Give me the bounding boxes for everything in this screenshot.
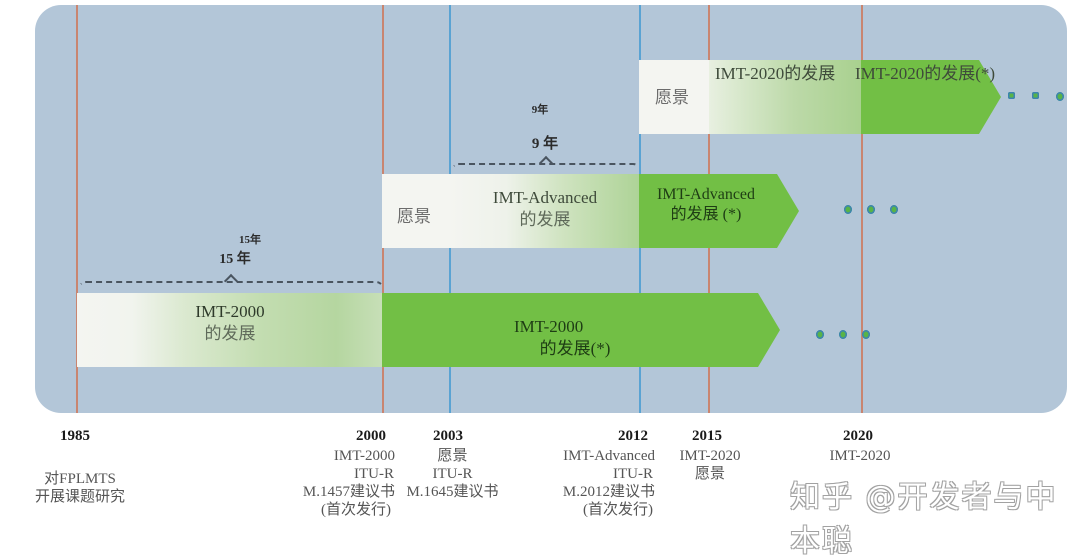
desc-2000-line2: ITU-R	[354, 466, 394, 482]
dot-icon	[890, 205, 898, 214]
imt-adv-dev-label: IMT-Advanced 的发展	[455, 187, 635, 231]
desc-2000: IMT-2000 ITU-R M.1457建议书 (首次发行)	[270, 447, 395, 519]
desc-2015-line1: IMT-2020	[679, 448, 741, 464]
nine-years-brace	[451, 155, 641, 175]
desc-2015: IMT-2020 愿景	[665, 447, 755, 483]
fifteen-years-brace	[78, 273, 384, 293]
imt2020-star-bar	[861, 60, 1001, 134]
imt2000-star-label: IMT-2000 的发展(*)	[500, 316, 650, 360]
imt2000-dev-bar	[77, 293, 382, 367]
imt-adv-dev-bar	[449, 174, 639, 248]
continuation-dots-2000	[816, 330, 870, 339]
imt2000-star-bar	[382, 293, 780, 367]
desc-2000-line1: IMT-2000	[333, 448, 395, 464]
dot-icon	[839, 330, 847, 339]
continuation-dots-2020	[1008, 92, 1064, 101]
imt2020-vision-label: 愿景	[655, 88, 689, 107]
desc-2003-line3: M.1645建议书	[406, 484, 499, 500]
year-1985: 1985	[60, 428, 90, 444]
imt-adv-star-label: IMT-Advanced 的发展 (*)	[641, 185, 771, 225]
fifteen-years-small: 15年	[239, 234, 261, 246]
imt2020-vision-bar	[639, 60, 709, 134]
imt2000-dev-label: IMT-2000 的发展	[145, 301, 315, 345]
desc-2012-line1: IMT-Advanced	[563, 448, 655, 464]
year-2003: 2003	[433, 428, 463, 444]
nine-years-small: 9年	[531, 104, 549, 116]
dot-icon	[816, 330, 824, 339]
timeline-panel: 愿景 IMT-2020的发展 IMT-2020的发展(*) 9年 9 年 愿景 …	[35, 5, 1067, 413]
desc-2000-line3: M.1457建议书	[302, 484, 395, 500]
dot-icon	[862, 330, 870, 339]
desc-2012-line2: ITU-R	[613, 466, 653, 482]
desc-2012: IMT-Advanced ITU-R M.2012建议书 (首次发行)	[520, 447, 655, 519]
year-2020: 2020	[843, 428, 873, 444]
imt-adv-vision-label: 愿景	[397, 207, 431, 226]
line-2020	[861, 5, 863, 413]
dot-icon	[867, 205, 875, 214]
desc-1985-line1: 对FPLMTS	[44, 471, 116, 487]
desc-2012-line4: (首次发行)	[583, 502, 653, 518]
year-2012: 2012	[618, 428, 648, 444]
imt-adv-star-bar	[639, 174, 799, 248]
desc-1985: 对FPLMTS 开展课题研究	[20, 470, 140, 506]
dot-icon	[844, 205, 852, 214]
imt-adv-vision-bar	[382, 174, 449, 248]
continuation-dots-adv	[844, 205, 898, 214]
imt2000-dev-line1: IMT-2000	[195, 302, 265, 321]
desc-2015-line2: 愿景	[694, 466, 725, 482]
dot-icon	[1032, 92, 1039, 99]
watermark: 知乎 @开发者与中本聪	[790, 480, 1058, 559]
imt-adv-star-line1: IMT-Advanced	[656, 186, 756, 203]
year-2015: 2015	[692, 428, 722, 444]
imt-adv-star-line2: 的发展 (*)	[670, 206, 742, 223]
imt2000-star-line1: IMT-2000	[514, 317, 584, 336]
desc-2012-line3: M.2012建议书	[562, 484, 655, 500]
dot-icon	[1008, 92, 1015, 99]
imt-adv-dev-line2: 的发展	[519, 210, 571, 229]
dot-icon	[1056, 92, 1064, 101]
imt2020-star-label: IMT-2020的发展(*)	[855, 64, 996, 83]
imt-adv-dev-line1: IMT-Advanced	[492, 188, 598, 207]
desc-2000-line4: (首次发行)	[321, 502, 391, 518]
desc-2003: 愿景 ITU-R M.1645建议书	[395, 447, 510, 501]
line-1985	[76, 5, 78, 413]
desc-2020: IMT-2020	[815, 447, 905, 465]
nine-years-label: 9 年	[531, 136, 559, 152]
imt2020-dev-label: IMT-2020的发展	[715, 64, 836, 83]
fifteen-years-label: 15 年	[219, 252, 251, 267]
desc-2020-line1: IMT-2020	[829, 448, 891, 464]
desc-1985-line2: 开展课题研究	[34, 489, 125, 505]
desc-2003-line1: 愿景	[437, 448, 468, 464]
year-2000: 2000	[356, 428, 386, 444]
desc-2003-line2: ITU-R	[432, 466, 473, 482]
imt2000-dev-line2: 的发展	[204, 324, 256, 343]
imt2000-star-line2: 的发展(*)	[539, 339, 611, 358]
